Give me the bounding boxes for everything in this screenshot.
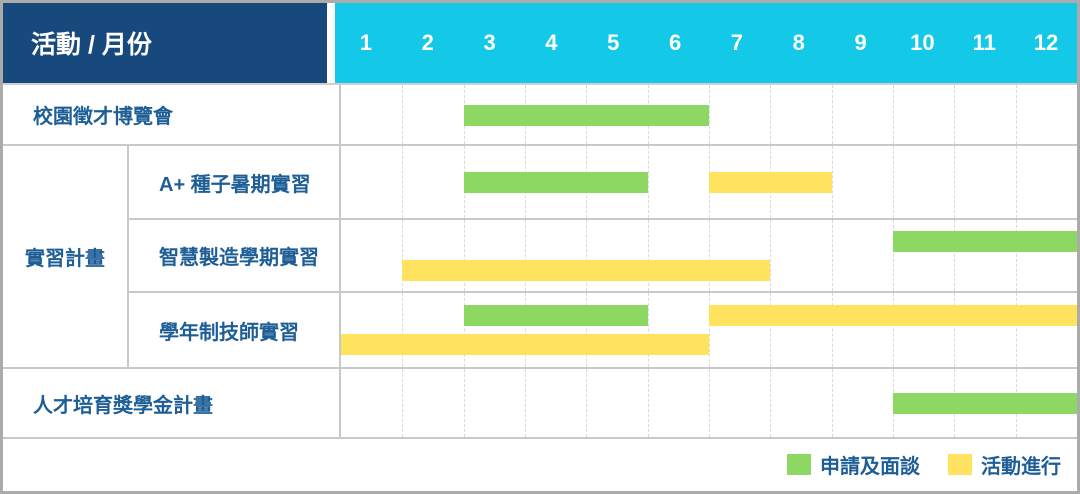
table-body: 校園徵才博覽會 實習計畫 A+ 種子暑期實習 智慧製造學期實習 學年制技師實習 … [3,83,1077,490]
month-header-11: 11 [972,30,996,55]
month-gridline [402,85,404,144]
month-gridline [831,293,833,367]
gantt-bar-yellow-m7-m8 [709,172,832,193]
month-gridline [709,85,710,144]
gantt-bar-green-m3-m5 [463,304,648,326]
row-label-campus-fair: 校園徵才博覽會 [3,85,341,146]
month-gridline [463,293,465,367]
gantt-bar-green-m3-m6 [463,104,709,126]
month-gridline [586,369,588,437]
month-header-6: 6 [668,30,682,55]
month-header-3: 3 [483,30,496,55]
month-gridline [831,369,833,437]
month-gridline [1015,146,1017,218]
chart-row-campus-fair [341,85,1077,146]
month-gridline [647,369,649,437]
month-gridline [525,369,526,437]
month-gridline [586,220,588,291]
legend-swatch-green [787,454,811,475]
month-gridline [770,293,772,367]
month-gridline [954,293,956,367]
legend-swatch-yellow [948,454,972,475]
month-gridline [893,293,894,367]
group-label-internship-program: 實習計畫 [3,146,129,369]
month-gridline [1015,85,1017,144]
row-label-smart-manufacturing-internship: 智慧製造學期實習 [129,220,341,293]
month-gridline [402,220,404,291]
legend: 申請及面談 活動進行 [3,439,1077,490]
legend-item-activity-in-progress: 活動進行 [948,450,1061,479]
month-gridline [770,220,772,291]
gantt-bar-green-m10-m12 [893,393,1077,414]
chart-row-year-round-technician-internship [341,293,1077,369]
month-header-1: 1 [359,30,373,55]
month-gridline [525,293,526,367]
legend-label-activity-in-progress: 活動進行 [981,456,1061,478]
row-label-talent-scholarship-program: 人才培育獎學金計畫 [3,369,341,439]
month-gridline [770,369,772,437]
month-header-5: 5 [607,30,620,55]
month-gridline [954,85,956,144]
month-gridline [831,146,833,218]
month-gridline [954,146,956,218]
gantt-bar-yellow-m1-m6 [341,334,709,356]
month-gridline [647,293,649,367]
month-gridline [463,220,465,291]
month-gridline [402,146,404,218]
month-gridline [586,293,588,367]
month-gridline [647,220,649,291]
month-header-8: 8 [792,30,805,55]
month-gridline [709,369,710,437]
month-gridline [893,85,894,144]
month-gridline [709,293,710,367]
month-header-row: 1 2 3 4 5 6 7 8 9 10 11 12 [335,3,1077,83]
chart-row-talent-scholarship-program [341,369,1077,439]
month-gridline [525,220,526,291]
month-header-10: 10 [910,30,935,55]
row-label-aplus-summer-internship: A+ 種子暑期實習 [129,146,341,220]
month-header-9: 9 [854,30,867,55]
gantt-bar-yellow-m7-m12 [709,304,1077,326]
month-gridline [709,220,710,291]
month-gridline [831,220,833,291]
month-gridline [893,220,894,291]
month-header-7: 7 [730,30,744,55]
gantt-bar-green-m3-m5 [463,172,648,193]
month-gridline [954,220,956,291]
chart-row-aplus-summer-internship [341,146,1077,220]
month-gridline [402,293,404,367]
month-gridline [1015,293,1017,367]
chart-row-smart-manufacturing-internship [341,220,1077,293]
row-label-year-round-technician-internship: 學年制技師實習 [129,293,341,369]
month-header-2: 2 [421,30,434,55]
gantt-bar-green-m10-m12 [893,231,1077,253]
gantt-bar-yellow-m2-m7 [402,259,771,281]
header-corner-title: 活動 / 月份 [3,3,335,83]
month-header-4: 4 [545,30,558,55]
month-gridline [1015,220,1017,291]
month-gridline [463,369,465,437]
legend-item-application-interview: 申請及面談 [787,450,920,479]
month-header-12: 12 [1033,30,1059,55]
month-gridline [402,369,404,437]
month-gridline [831,85,833,144]
month-gridline [893,146,894,218]
month-gridline [770,85,772,144]
legend-label-application-interview: 申請及面談 [820,456,920,478]
month-gridline [647,146,649,218]
table-header: 活動 / 月份 1 2 3 4 5 6 7 8 9 10 11 12 [3,3,1077,83]
